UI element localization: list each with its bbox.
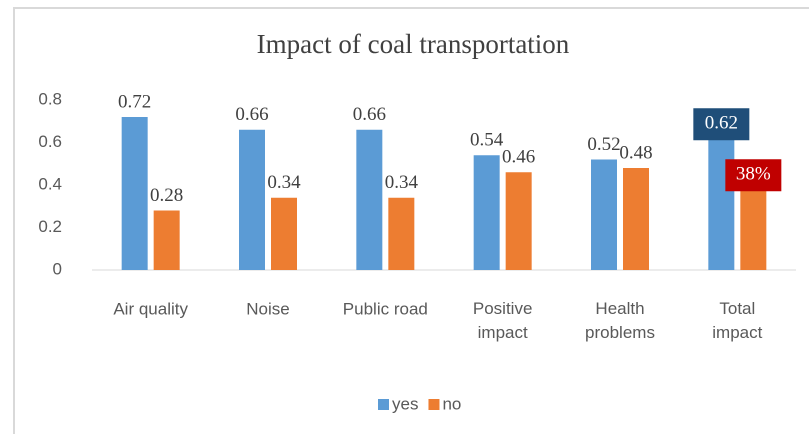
value-label: 0.66: [353, 104, 386, 125]
value-label: 0.72: [118, 91, 151, 112]
bar: [591, 159, 617, 270]
bar: [239, 129, 265, 270]
x-tick-label: Noise: [246, 299, 289, 318]
value-label: 0.66: [235, 104, 268, 125]
y-tick-label: 0: [53, 259, 62, 278]
x-tick-label: Public road: [343, 299, 428, 318]
legend-swatch: [428, 399, 440, 410]
value-label: 0.34: [267, 172, 301, 193]
y-tick-label: 0.6: [38, 132, 62, 151]
x-tick-label: Positive impact: [473, 299, 533, 342]
bar: [740, 189, 767, 270]
legend-swatch: [378, 399, 389, 410]
value-label: 38%: [736, 164, 771, 185]
y-tick-label: 0.8: [38, 89, 62, 108]
bar: [473, 155, 500, 270]
bar: [121, 117, 148, 270]
bar: [623, 168, 649, 270]
value-label: 0.48: [619, 142, 652, 163]
bar: [388, 197, 415, 270]
bar: [271, 197, 297, 270]
value-label: 0.34: [385, 172, 419, 193]
x-tick-label: Air quality: [113, 299, 188, 318]
value-label: 0.46: [502, 147, 535, 168]
x-tick-label: Health problems: [585, 299, 655, 342]
y-tick-label: 0.2: [38, 217, 62, 236]
bar: [708, 138, 735, 270]
value-label-box: [693, 108, 750, 141]
bar: [505, 172, 532, 270]
legend-label: yes: [392, 394, 418, 413]
bar: [356, 129, 383, 270]
y-tick-label: 0.4: [38, 174, 62, 193]
legend-label: no: [442, 394, 461, 413]
value-label: 0.54: [470, 130, 504, 151]
value-label: 0.28: [150, 185, 183, 206]
value-label: 0.62: [705, 113, 738, 134]
frame: [13, 7, 809, 434]
x-tick-label: Total impact: [712, 299, 762, 342]
bar: [153, 210, 180, 270]
value-label-box: [725, 159, 782, 192]
value-label: 0.52: [587, 134, 620, 155]
chart-title: Impact of coal transportation: [257, 29, 570, 59]
